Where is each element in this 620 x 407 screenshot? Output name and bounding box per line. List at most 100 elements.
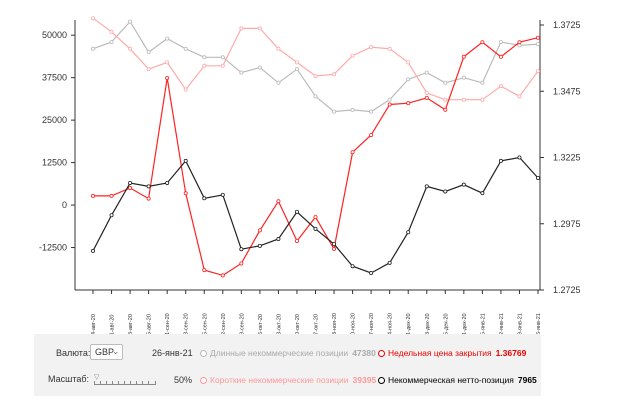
series-point: [220, 63, 225, 68]
x-tick-label: 21-дек-20: [462, 313, 468, 334]
legend-net[interactable]: Некоммерческая нетто-позиция 7965: [378, 375, 537, 385]
right-tick-label: 1.2975: [553, 219, 581, 229]
left-tick-label: 25000: [42, 115, 67, 125]
series-point: [183, 87, 188, 92]
right-tick-label: 1.2725: [553, 285, 581, 295]
series-point: [220, 192, 225, 197]
zoom-handle-icon[interactable]: ▽: [94, 374, 100, 381]
chevron-down-icon: ⌄: [112, 347, 119, 356]
x-tick-label: 04-авг-20: [91, 314, 97, 334]
scale-value: 50%: [174, 375, 193, 385]
series-point: [461, 54, 466, 59]
series-point: [461, 75, 466, 80]
series-point: [276, 237, 281, 242]
series-point: [313, 226, 318, 231]
x-tick-label: 26-янв-21: [536, 313, 542, 334]
series-point: [165, 180, 170, 185]
series-line-1: [92, 17, 539, 101]
right-tick-label: 1.3225: [553, 153, 581, 163]
series-point: [109, 193, 114, 198]
right-tick-label: 1.3475: [553, 86, 581, 96]
legend-short-marker: [200, 377, 207, 385]
currency-value: GBP: [95, 347, 115, 357]
series-point: [91, 16, 96, 21]
left-tick-label: 37500: [42, 73, 67, 83]
cot-chart: -12500 0 12500 25000 37500 50000 1.2725 1.2975 1…: [39, 16, 581, 334]
series-point: [239, 247, 244, 252]
x-tick-label: 22-сен-20: [221, 313, 227, 334]
x-tick-label: 05-янв-21: [480, 313, 486, 334]
series-point: [424, 70, 429, 75]
series-point: [146, 184, 151, 189]
series-point: [517, 40, 522, 45]
x-tick-label: 01-дек-20: [406, 313, 412, 334]
x-tick-label: 12-янв-21: [499, 313, 505, 334]
series-point: [183, 46, 188, 51]
series-point: [406, 230, 411, 235]
series-point: [406, 101, 411, 106]
series-point: [146, 50, 151, 55]
legend-long-marker: [200, 350, 207, 358]
series-point: [332, 242, 337, 247]
legend-long[interactable]: Длинные некоммерческие позиции 47380: [200, 348, 376, 358]
series-point: [220, 55, 225, 60]
series-point: [443, 107, 448, 112]
left-tick-label: 50000: [42, 30, 67, 40]
series-point: [461, 97, 466, 102]
series-point: [239, 261, 244, 266]
series-point: [146, 196, 151, 201]
legend-long-label: Длинные некоммерческие позиции: [210, 348, 349, 358]
x-tick-label: 17-ноя-20: [369, 313, 375, 334]
x-tick-label: 15-дек-20: [443, 313, 449, 334]
left-tick-label: 0: [62, 200, 67, 210]
series-point: [294, 60, 299, 65]
currency-select[interactable]: GBP ⌄: [90, 344, 123, 360]
series-point: [369, 109, 374, 114]
left-tick-label: 12500: [42, 158, 67, 168]
x-tick-label: 01-сен-20: [165, 313, 171, 334]
legend-close-label: Недельная цена закрытия: [388, 348, 492, 358]
series-point: [202, 63, 207, 68]
series-point: [332, 246, 337, 251]
series-point: [146, 67, 151, 72]
legend-close[interactable]: Недельная цена закрытия 1.36769: [378, 348, 526, 358]
legend-net-marker: [378, 377, 385, 385]
series-point: [128, 180, 133, 185]
series-point: [536, 35, 541, 40]
series-point: [239, 26, 244, 31]
series-point: [165, 36, 170, 41]
series-point: [443, 80, 448, 85]
legend-short[interactable]: Короткие некоммерческие позиции 39395: [200, 375, 376, 385]
x-tick-label: 08-сен-20: [184, 313, 190, 334]
series-point: [91, 193, 96, 198]
series-point: [257, 228, 262, 233]
series-point: [128, 19, 133, 24]
series-point: [536, 176, 541, 181]
series-point: [294, 209, 299, 214]
series-point: [276, 199, 281, 204]
legend-net-value: 7965: [517, 375, 537, 385]
series-point: [350, 150, 355, 155]
series-point: [313, 73, 318, 78]
series-point: [332, 72, 337, 77]
series-line-2: [93, 37, 539, 277]
x-tick-label: 08-дек-20: [425, 313, 431, 334]
x-tick-label: 15-сен-20: [202, 313, 208, 334]
series-point: [239, 70, 244, 75]
zoom-slider[interactable]: [94, 378, 156, 385]
series-point: [424, 90, 429, 95]
series-point: [109, 213, 114, 218]
series-point: [350, 53, 355, 58]
scale-label: Масштаб:: [48, 374, 90, 384]
series-point: [165, 60, 170, 65]
series-point: [498, 54, 503, 59]
series-point: [443, 97, 448, 102]
x-tick-label: 13-окт-20: [276, 314, 282, 334]
currency-label: Валюта:: [56, 348, 91, 358]
series-point: [461, 182, 466, 187]
series-point: [91, 248, 96, 253]
series-point: [406, 77, 411, 82]
series-point: [313, 215, 318, 220]
series-point: [387, 46, 392, 51]
series-point: [109, 39, 114, 44]
